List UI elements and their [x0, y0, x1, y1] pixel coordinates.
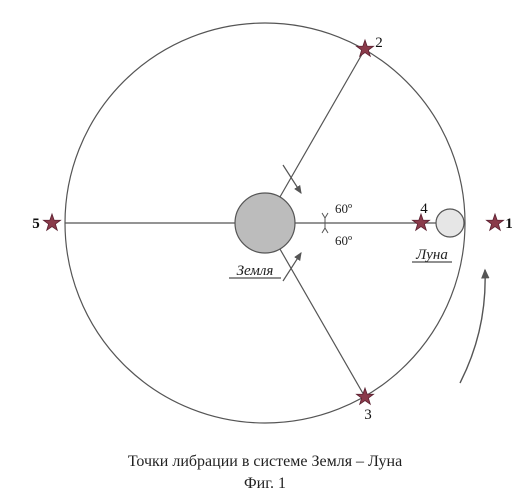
angle-arrow-upper [283, 165, 301, 193]
angle-label-upper: 60º [335, 201, 352, 216]
angle-tick-top-icon [322, 213, 328, 218]
lagrange-point-label-3: 3 [364, 407, 372, 423]
caption-line-1: Точки либрации в системе Земля – Луна [0, 453, 530, 471]
lagrange-point-label-4: 4 [420, 201, 428, 217]
lagrange-point-star-3 [356, 388, 373, 404]
libration-diagram-svg: Земля Луна 60º 60º 1 2 3 4 5 [0, 0, 530, 500]
earth-body [235, 193, 295, 253]
lagrange-point-star-1 [486, 214, 503, 230]
angle-label-lower: 60º [335, 233, 352, 248]
moon-label: Луна [415, 247, 448, 263]
angle-arrow-lower [283, 253, 301, 281]
lagrange-point-star-5 [43, 214, 60, 230]
earth-label: Земля [237, 263, 274, 279]
lagrange-point-label-5: 5 [32, 216, 40, 232]
angle-tick-bot-icon [322, 228, 328, 233]
caption-line-2: Фиг. 1 [0, 475, 530, 493]
lagrange-point-label-1: 1 [505, 216, 513, 232]
moon-body [436, 209, 464, 237]
lagrange-point-label-2: 2 [375, 35, 383, 51]
motion-arc-arrow-icon [460, 270, 485, 383]
diagram-stage: Земля Луна 60º 60º 1 2 3 4 5 Точки либрации в си… [0, 0, 530, 500]
